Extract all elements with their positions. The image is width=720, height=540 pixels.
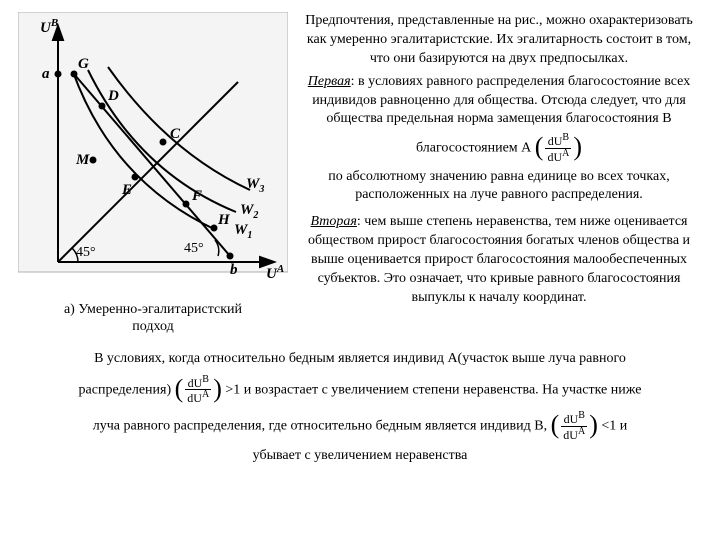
- formula-3: (dUBdUA): [551, 411, 598, 441]
- bottom-2a: распределения): [79, 382, 175, 397]
- bottom-line3: луча равного распределения, где относите…: [18, 411, 702, 441]
- bottom-line2: распределения) (dUBdUA) >1 и возрастает …: [18, 375, 702, 405]
- axis-x-label: UA: [266, 263, 284, 282]
- bottom-text: В условиях, когда относительно бедным яв…: [18, 350, 702, 466]
- para-3-text: благосостоянием А: [416, 141, 535, 156]
- bottom-3b: <1 и: [601, 418, 627, 433]
- para-5: Вторая: чем выше степень неравенства, те…: [296, 213, 702, 307]
- bottom-line1: В условиях, когда относительно бедным яв…: [18, 350, 702, 369]
- caption-line1: а) Умеренно-эгалитаристский: [64, 302, 242, 317]
- caption-line2: подход: [132, 319, 173, 334]
- figure-block: UB UA a G D M C E F H b W1 W2 W3 45°: [18, 12, 288, 336]
- premise-1-text: : в условиях равного распределения благо…: [312, 74, 690, 127]
- pt-D: D: [107, 88, 119, 104]
- bottom-2c: >1 и возрастает с увеличением степени не…: [225, 382, 641, 397]
- page: UB UA a G D M C E F H b W1 W2 W3 45°: [0, 0, 720, 540]
- para-4: по абсолютному значению равна единице во…: [296, 168, 702, 206]
- premise-2-label: Вторая: [311, 214, 357, 229]
- para-3: благосостоянием А (dUBdUA): [296, 133, 702, 163]
- pt-b: b: [230, 262, 238, 278]
- ang-45-left: 45°: [76, 245, 96, 260]
- side-text: Предпочтения, представленные на рис., мо…: [288, 12, 702, 336]
- pt-G: G: [78, 56, 89, 72]
- bottom-line4: убывает с увеличением неравенства: [18, 447, 702, 466]
- diagram: UB UA a G D M C E F H b W1 W2 W3 45°: [18, 12, 288, 292]
- premise-1-label: Первая: [308, 74, 351, 89]
- para-2: Первая: в условиях равного распределения…: [296, 73, 702, 130]
- pt-C: C: [170, 126, 181, 142]
- pt-a: a: [42, 66, 50, 82]
- ang-45-right: 45°: [184, 241, 204, 256]
- figure-caption: а) Умеренно-эгалитаристский подход: [18, 301, 288, 336]
- formula-2: (dUBdUA): [175, 375, 222, 405]
- pt-E: E: [121, 182, 132, 198]
- formula-1: (dUBdUA): [535, 133, 582, 163]
- pt-H: H: [217, 212, 231, 228]
- para-1: Предпочтения, представленные на рис., мо…: [296, 12, 702, 69]
- pt-F: F: [191, 188, 202, 204]
- premise-2-text: : чем выше степень неравенства, тем ниже…: [308, 214, 690, 305]
- pt-M: M: [75, 152, 90, 168]
- bottom-3a: луча равного распределения, где относите…: [93, 418, 551, 433]
- top-row: UB UA a G D M C E F H b W1 W2 W3 45°: [18, 12, 702, 336]
